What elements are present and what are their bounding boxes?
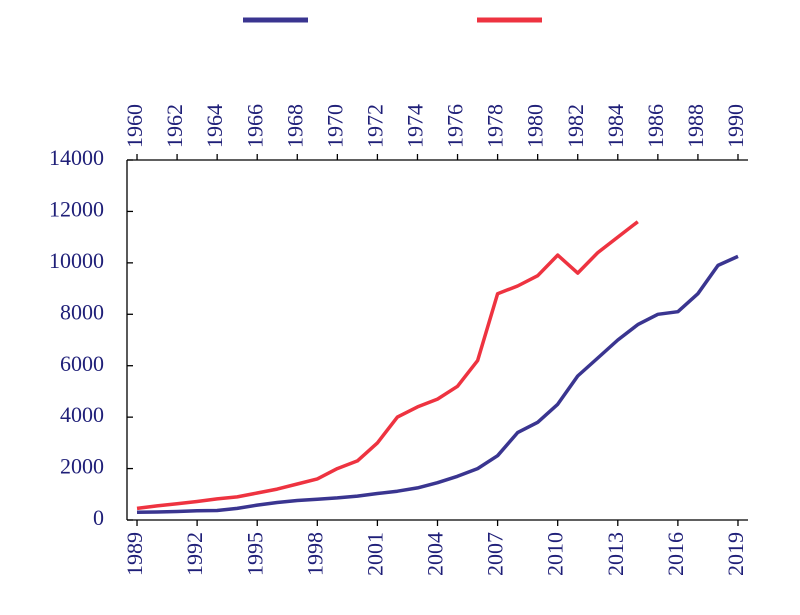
x2-tick-label: 1984 <box>603 104 628 148</box>
y-tick-label: 4000 <box>60 402 104 427</box>
x2-tick-label: 1964 <box>202 104 227 148</box>
x2-tick-label: 1976 <box>443 104 468 148</box>
x-tick-label: 1995 <box>242 532 267 576</box>
x2-tick-label: 1962 <box>162 104 187 148</box>
series-line <box>136 254 739 515</box>
x2-tick-label: 1978 <box>483 104 508 148</box>
x2-tick-label: 1972 <box>362 104 387 148</box>
y-tick-label: 8000 <box>60 299 104 324</box>
x-tick-label: 2001 <box>362 532 387 576</box>
y-tick-label: 10000 <box>49 248 104 273</box>
x2-tick-label: 1982 <box>563 104 588 148</box>
x-tick-label: 1992 <box>182 532 207 576</box>
y-tick-label: 2000 <box>60 454 104 479</box>
x2-tick-label: 1966 <box>242 104 267 148</box>
x-tick-label: 1989 <box>122 532 147 576</box>
x2-tick-label: 1988 <box>683 104 708 148</box>
x2-tick-label: 1986 <box>643 104 668 148</box>
x2-tick-label: 1990 <box>723 104 748 148</box>
x-tick-label: 2013 <box>603 532 628 576</box>
x2-tick-label: 1974 <box>403 104 428 148</box>
x2-tick-label: 1980 <box>523 104 548 148</box>
x2-tick-label: 1960 <box>122 104 147 148</box>
series-line <box>136 220 639 511</box>
y-tick-label: 12000 <box>49 196 104 221</box>
x-tick-label: 2010 <box>543 532 568 576</box>
y-tick-label: 0 <box>93 505 104 530</box>
x2-tick-label: 1968 <box>282 104 307 148</box>
x2-tick-label: 1970 <box>322 104 347 148</box>
x-tick-label: 2016 <box>663 532 688 576</box>
x-tick-label: 2007 <box>483 532 508 576</box>
x-tick-label: 1998 <box>302 532 327 576</box>
y-tick-label: 6000 <box>60 351 104 376</box>
x-tick-label: 2004 <box>423 532 448 576</box>
x-tick-label: 2019 <box>723 532 748 576</box>
y-tick-label: 14000 <box>49 145 104 170</box>
